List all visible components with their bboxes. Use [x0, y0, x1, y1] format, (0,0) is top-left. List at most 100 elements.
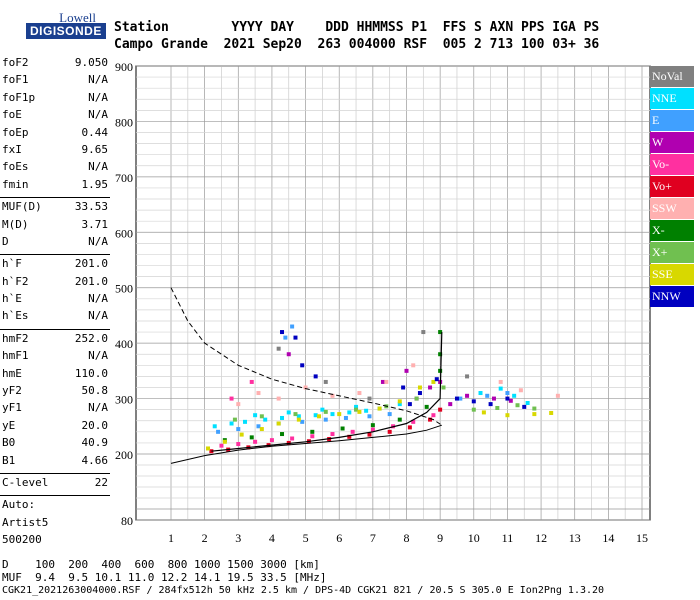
data-point-vo [249, 379, 254, 384]
param-key: B1 [2, 453, 16, 467]
logo-digisonde: DIGISONDE [26, 23, 106, 39]
data-point-x [249, 435, 254, 440]
header-row-values: Campo Grande 2021 Sep20 263 004000 RSF 0… [114, 37, 600, 52]
param-key: yF2 [2, 384, 22, 398]
data-point-e [216, 429, 221, 434]
footer-fileinfo: CGK21_2021263004000.RSF / 284fx512h 50 k… [2, 585, 605, 596]
data-point-vo [209, 449, 214, 454]
x-tick-label: 10 [468, 531, 480, 545]
y-tick-label: 400 [115, 337, 133, 351]
param-row: hmE 110.0 [0, 367, 110, 384]
data-point-nne [313, 413, 318, 418]
data-point-w [428, 385, 433, 390]
data-point-ssw [303, 385, 308, 390]
footer-distance: D 100 200 400 600 800 1000 1500 3000 [km… [2, 558, 320, 571]
data-point-nnw [488, 402, 493, 407]
data-point-vo [350, 429, 355, 434]
data-point-w [448, 402, 453, 407]
data-point-sse [337, 412, 342, 417]
data-point-x [370, 423, 375, 428]
param-value: 3.71 [81, 217, 109, 231]
legend-item-e: E [650, 110, 694, 131]
data-point-x [441, 385, 446, 390]
legend-item-x: X+ [650, 242, 694, 263]
x-tick-label: 12 [535, 531, 547, 545]
data-point-sse [222, 439, 227, 444]
data-point-nne [354, 404, 359, 409]
legend-item-noval: NoVal [650, 66, 694, 87]
param-value: 50.8 [81, 384, 109, 398]
param-key: foEs [2, 160, 29, 174]
param-row: MUF(D) 33.53 [0, 200, 110, 217]
x-tick-label: 6 [336, 531, 342, 545]
data-point-vo [347, 434, 352, 439]
param-separator [0, 254, 110, 256]
param-row: h`E N/A [0, 292, 110, 309]
data-point-vo [219, 443, 224, 448]
data-point-e [505, 391, 510, 396]
data-point-nne [397, 402, 402, 407]
dashed-profile-curve [170, 287, 443, 426]
param-row: M(D) 3.71 [0, 218, 110, 235]
param-row: hmF1 N/A [0, 349, 110, 366]
param-row: foF2 9.050 [0, 56, 110, 73]
data-point-noval [421, 330, 426, 335]
param-row: Auto: [0, 498, 110, 515]
param-value: 0.44 [81, 125, 109, 139]
param-value: 9.050 [74, 56, 108, 69]
x-tick-label: 3 [235, 531, 241, 545]
data-point-sse [259, 427, 264, 432]
data-point-ssw [384, 379, 389, 384]
param-key: Auto: [2, 498, 36, 512]
y-tick-label: 800 [115, 115, 133, 129]
data-point-x [438, 330, 443, 335]
data-point-nne [263, 417, 268, 422]
legend-item-nne: NNE [650, 88, 694, 109]
data-point-nne [512, 393, 517, 398]
data-point-sse [317, 414, 322, 419]
data-point-w [465, 393, 470, 398]
data-point-x [495, 405, 500, 410]
data-point-sse [431, 379, 436, 384]
legend-item-ssw: SSW [650, 198, 694, 219]
param-key: M(D) [2, 217, 29, 231]
data-point-nne [330, 412, 335, 417]
legend-item-nnw: NNW [650, 286, 694, 307]
data-point-nne [478, 391, 483, 396]
data-point-sse [296, 417, 301, 422]
param-row: yF2 50.8 [0, 384, 110, 401]
param-row: 500200 [0, 533, 110, 550]
param-row: yE 20.0 [0, 419, 110, 436]
data-point-e [387, 412, 392, 417]
data-point-noval [367, 396, 372, 401]
param-value: 252.0 [74, 331, 108, 345]
param-key: yE [2, 418, 16, 432]
data-point-sse [397, 399, 402, 404]
param-value: N/A [88, 234, 108, 248]
data-point-x [424, 404, 429, 409]
param-key: h`Es [2, 309, 29, 323]
data-point-e [283, 335, 288, 340]
param-key: 500200 [2, 533, 42, 547]
parameter-panel: foF2 9.050 foF1 N/A foF1p N/A foE N/A foEp 0.44 fx… [0, 56, 110, 551]
data-point-ssw [330, 393, 335, 398]
data-point-nne [320, 407, 325, 412]
data-point-ssw [411, 363, 416, 368]
data-point-nnw [505, 396, 510, 401]
trace-line [211, 332, 443, 452]
param-value: 22 [94, 475, 108, 489]
data-point-x [438, 368, 443, 373]
param-key: Artist5 [2, 515, 49, 529]
param-row: foEp 0.44 [0, 126, 110, 143]
param-key: B0 [2, 436, 16, 450]
data-point-e [343, 415, 348, 420]
param-value: N/A [88, 90, 108, 104]
param-row: foE N/A [0, 108, 110, 125]
param-row: foF1 N/A [0, 73, 110, 90]
param-value: N/A [88, 401, 108, 415]
data-point-sse [532, 412, 537, 417]
param-value: 110.0 [74, 366, 108, 380]
data-point-nnw [300, 363, 305, 368]
logo-lowell: Lowell [59, 10, 96, 25]
